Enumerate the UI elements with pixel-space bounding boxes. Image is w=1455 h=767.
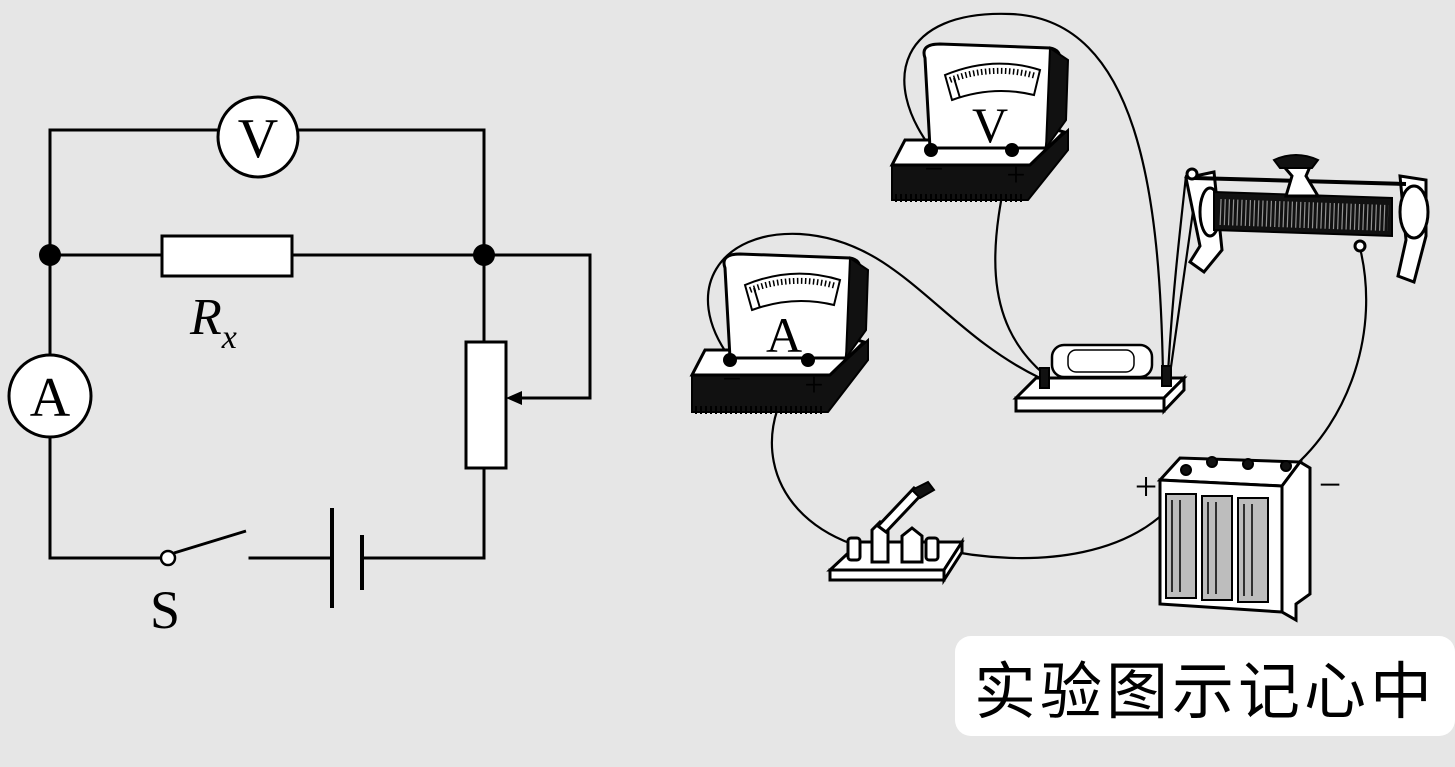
voltmeter-needle [953, 77, 961, 99]
wire-rheostat-loop [482, 253, 592, 400]
voltmeter-dial [943, 62, 1042, 102]
resistor-left-post [1039, 367, 1050, 389]
battery-terminal-4 [1280, 460, 1292, 472]
battery-minus-sign: − [1319, 462, 1342, 507]
rheostat-slider-knob [1272, 154, 1320, 169]
caption-box: 实验图示记心中 [955, 636, 1455, 736]
junction-dot-left [39, 244, 61, 266]
resistor-right-post [1161, 365, 1172, 387]
voltmeter-label: V [238, 108, 278, 170]
battery-cell-2 [1201, 495, 1233, 601]
ammeter-pos-terminal [801, 353, 815, 367]
resistor-device [1012, 343, 1188, 415]
physical-apparatus: V − + A − + [689, 12, 1430, 623]
wire-left-side [48, 253, 162, 560]
voltmeter-pos-terminal [1005, 143, 1019, 157]
wire-ammeter-neg-to-resistor [706, 232, 1042, 380]
battery-cell-3 [1237, 497, 1269, 603]
switch-base-side [942, 536, 964, 586]
caption-text: 实验图示记心中 [973, 655, 1436, 728]
circuit-schematic: V Rx A S [7, 95, 592, 640]
battery-plus-sign: + [1135, 464, 1158, 509]
switch-handle [910, 480, 936, 500]
rheostat-symbol [464, 340, 508, 470]
junction-dot-right [473, 244, 495, 266]
ammeter-scale [748, 277, 837, 293]
battery-cell-1 [1165, 493, 1197, 599]
resistor-cylinder-band [1067, 349, 1135, 373]
switch-jaw-clip [900, 526, 924, 564]
voltmeter-symbol [216, 95, 300, 179]
ammeter-device-label: A [766, 307, 802, 363]
battery-terminal-2 [1206, 456, 1218, 468]
ammeter-minus-sign: − [722, 361, 741, 398]
resistor-letter: R [189, 289, 222, 346]
rheostat-right-terminal [1353, 239, 1367, 253]
wire-bottom [248, 468, 486, 560]
resistor-rx-label: Rx [189, 289, 237, 356]
battery-terminal-1 [1180, 464, 1192, 476]
rheostat-coil-windings [1219, 199, 1389, 231]
resistor-board-front [1014, 396, 1166, 413]
resistor-rx-symbol [160, 234, 294, 278]
resistor-subscript: x [221, 319, 237, 356]
battery-device: + − [1135, 456, 1342, 623]
ammeter-label: A [30, 367, 71, 429]
rheostat-device [1184, 154, 1430, 284]
ammeter-needle [753, 287, 761, 309]
slider-arrowhead [506, 391, 522, 405]
voltmeter-plus-sign: + [1006, 157, 1025, 194]
battery-side [1280, 460, 1312, 623]
switch-lever [173, 529, 247, 555]
battery-terminal-3 [1242, 458, 1254, 470]
switch-left-post [846, 536, 862, 562]
switch-right-post [924, 536, 940, 562]
switch-label: S [150, 580, 180, 640]
wire-resistor-to-rheostat [1166, 174, 1188, 376]
ammeter-plus-sign: + [804, 367, 823, 404]
wire-voltmeter-neg-to-resistor [903, 12, 1165, 377]
voltmeter-neg-terminal [924, 143, 938, 157]
voltmeter-minus-sign: − [924, 151, 943, 188]
switch-pivot [159, 549, 177, 567]
ammeter-dial [743, 272, 842, 312]
switch-base-front [828, 568, 946, 582]
ammeter-device: A − + [689, 252, 870, 414]
ammeter-symbol [7, 353, 93, 439]
ammeter-housing-side [844, 256, 870, 362]
voltmeter-device: V − + [889, 42, 1070, 202]
knife-switch-device [826, 480, 965, 586]
battery-cell-stripes [1171, 500, 1253, 596]
rheostat-coil [1213, 190, 1393, 238]
wire-voltmeter-branch [48, 128, 486, 257]
voltmeter-scale [948, 67, 1037, 83]
wire-rheostat-to-battery [1288, 246, 1368, 472]
voltmeter-device-label: V [972, 97, 1008, 153]
rheostat-right-ring [1398, 184, 1430, 240]
ammeter-neg-terminal [723, 353, 737, 367]
rheostat-left-terminal [1185, 167, 1199, 181]
voltmeter-housing-side [1044, 46, 1070, 152]
resistor-board-side [1162, 374, 1186, 415]
